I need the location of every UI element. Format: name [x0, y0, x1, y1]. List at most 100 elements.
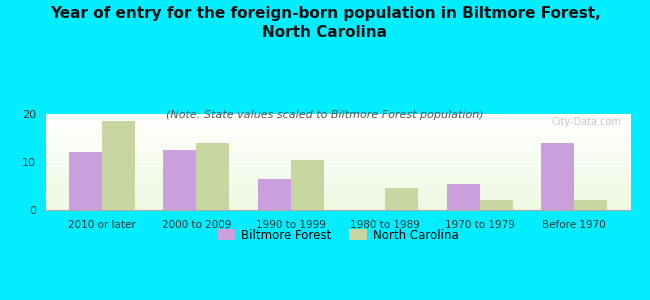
Bar: [46, 209, 630, 210]
Bar: [46, 115, 630, 116]
Bar: [46, 140, 630, 141]
Bar: [46, 147, 630, 148]
Bar: [46, 196, 630, 197]
Bar: [46, 125, 630, 126]
Bar: [46, 126, 630, 127]
Bar: [46, 148, 630, 149]
Bar: [46, 160, 630, 161]
Bar: [447, 184, 480, 210]
Bar: [46, 197, 630, 198]
Bar: [46, 138, 630, 139]
Bar: [46, 121, 630, 122]
Bar: [46, 207, 630, 208]
Bar: [46, 173, 630, 174]
Bar: [46, 145, 630, 146]
Bar: [46, 154, 630, 155]
Bar: [46, 165, 630, 166]
Bar: [46, 201, 630, 202]
Bar: [46, 184, 630, 185]
Bar: [46, 153, 630, 154]
Bar: [46, 144, 630, 145]
Bar: [46, 172, 630, 173]
Bar: [46, 114, 630, 115]
Bar: [46, 151, 630, 152]
Bar: [46, 124, 630, 125]
Bar: [46, 174, 630, 175]
Bar: [46, 181, 630, 182]
Bar: [46, 158, 630, 159]
Bar: [163, 150, 196, 210]
Bar: [46, 168, 630, 169]
Bar: [46, 195, 630, 196]
Bar: [46, 122, 630, 123]
Bar: [69, 152, 102, 210]
Bar: [541, 143, 574, 210]
Bar: [46, 178, 630, 179]
Text: City-Data.com: City-Data.com: [552, 117, 621, 127]
Text: Year of entry for the foreign-born population in Biltmore Forest,
North Carolina: Year of entry for the foreign-born popul…: [49, 6, 601, 40]
Bar: [46, 182, 630, 183]
Bar: [46, 198, 630, 199]
Bar: [196, 143, 229, 210]
Bar: [46, 136, 630, 137]
Bar: [46, 136, 630, 137]
Bar: [46, 170, 630, 171]
Bar: [46, 128, 630, 129]
Bar: [46, 134, 630, 135]
Legend: Biltmore Forest, North Carolina: Biltmore Forest, North Carolina: [213, 224, 463, 246]
Bar: [46, 156, 630, 157]
Bar: [46, 120, 630, 121]
Bar: [46, 183, 630, 184]
Bar: [46, 143, 630, 144]
Bar: [385, 188, 418, 210]
Bar: [46, 137, 630, 138]
Bar: [46, 188, 630, 189]
Bar: [46, 171, 630, 172]
Bar: [480, 200, 513, 210]
Bar: [46, 123, 630, 124]
Bar: [46, 139, 630, 140]
Bar: [46, 129, 630, 130]
Bar: [46, 149, 630, 150]
Bar: [46, 200, 630, 201]
Bar: [46, 186, 630, 187]
Bar: [46, 130, 630, 131]
Bar: [46, 152, 630, 153]
Bar: [46, 191, 630, 192]
Bar: [46, 135, 630, 136]
Bar: [46, 187, 630, 188]
Bar: [46, 169, 630, 170]
Bar: [46, 179, 630, 180]
Bar: [46, 132, 630, 133]
Bar: [46, 199, 630, 200]
Bar: [46, 203, 630, 204]
Bar: [46, 161, 630, 162]
Bar: [46, 204, 630, 205]
Bar: [46, 160, 630, 161]
Bar: [46, 194, 630, 195]
Text: (Note: State values scaled to Biltmore Forest population): (Note: State values scaled to Biltmore F…: [166, 110, 484, 119]
Bar: [574, 200, 607, 210]
Bar: [46, 141, 630, 142]
Bar: [46, 163, 630, 164]
Bar: [46, 208, 630, 209]
Bar: [46, 157, 630, 158]
Bar: [46, 189, 630, 190]
Bar: [46, 196, 630, 197]
Bar: [291, 160, 324, 210]
Bar: [46, 116, 630, 117]
Bar: [46, 142, 630, 143]
Bar: [46, 118, 630, 119]
Bar: [46, 177, 630, 178]
Bar: [46, 205, 630, 206]
Bar: [46, 131, 630, 132]
Bar: [258, 179, 291, 210]
Bar: [46, 166, 630, 167]
Bar: [46, 119, 630, 120]
Bar: [102, 121, 135, 210]
Bar: [46, 192, 630, 193]
Bar: [46, 202, 630, 203]
Bar: [46, 162, 630, 163]
Bar: [46, 133, 630, 134]
Bar: [46, 150, 630, 151]
